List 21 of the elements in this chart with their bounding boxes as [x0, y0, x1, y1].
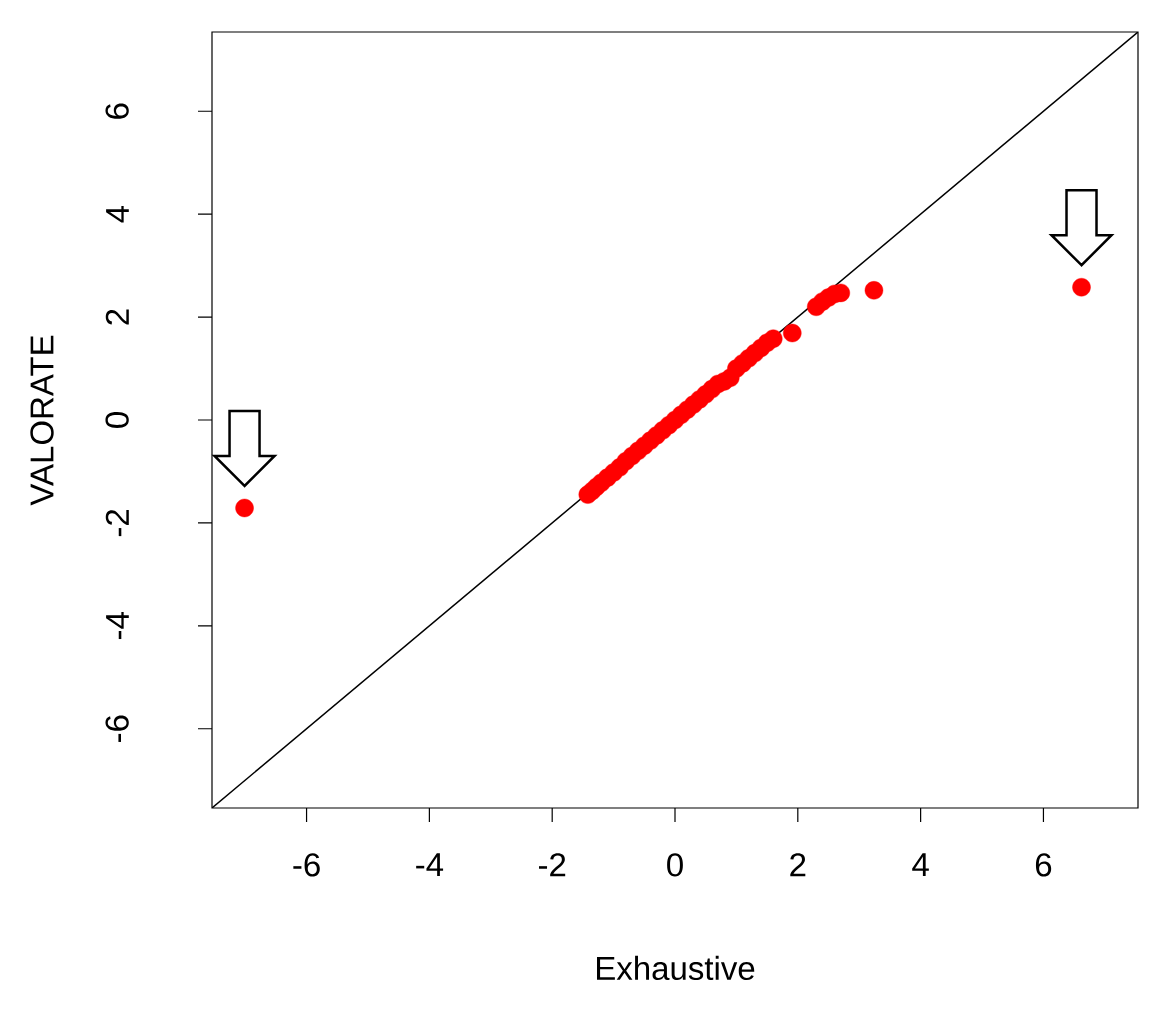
point [864, 281, 884, 300]
y-tick-label: 6 [105, 103, 129, 119]
y-tick-label: 4 [106, 205, 129, 223]
y-tick-label: -6 [105, 715, 129, 742]
point [783, 323, 802, 343]
point [1072, 278, 1091, 297]
y-tick-label: 2 [105, 309, 129, 325]
x-tick-label: -6 [293, 853, 320, 877]
y-tick-label: -2 [105, 509, 129, 537]
x-axis-title: Exhaustive [597, 955, 755, 981]
x-tick-label: 2 [790, 853, 806, 877]
x-tick-label: -2 [538, 853, 566, 877]
y-tick-label: -4 [106, 612, 129, 640]
x-tick-label: 0 [667, 853, 683, 877]
point [764, 329, 783, 348]
x-tick-label: -4 [416, 853, 444, 876]
y-axis-title: VALORATE [30, 335, 54, 506]
x-tick-label: 4 [912, 853, 929, 876]
x-tick-label: 6 [1035, 853, 1052, 877]
point [235, 498, 254, 518]
y-tick-label: 0 [105, 412, 129, 428]
